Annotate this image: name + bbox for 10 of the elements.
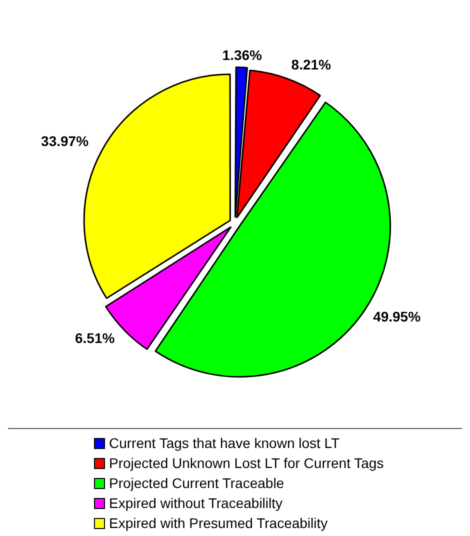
data-label: 49.95% (373, 308, 422, 324)
legend-label: Expired without Traceabililty (109, 494, 283, 513)
data-label: 1.36% (222, 46, 263, 63)
data-label: 6.51% (75, 330, 116, 346)
legend-label: Projected Current Traceable (109, 474, 284, 493)
data-label: 8.21% (291, 56, 332, 72)
legend-label: Projected Unknown Lost LT for Current Tags (109, 454, 384, 473)
data-label: 33.97% (41, 133, 90, 150)
legend-label: Expired with Presumed Traceability (109, 514, 328, 533)
legend-label: Current Tags that have known lost LT (109, 434, 340, 453)
